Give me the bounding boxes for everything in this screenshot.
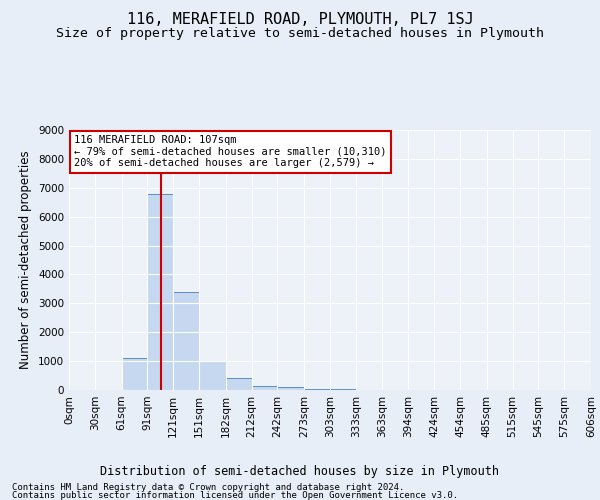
Y-axis label: Number of semi-detached properties: Number of semi-detached properties: [19, 150, 32, 370]
Text: 116 MERAFIELD ROAD: 107sqm
← 79% of semi-detached houses are smaller (10,310)
20: 116 MERAFIELD ROAD: 107sqm ← 79% of semi…: [74, 135, 387, 168]
Text: Contains public sector information licensed under the Open Government Licence v3: Contains public sector information licen…: [12, 492, 458, 500]
Bar: [122, 358, 148, 390]
Bar: [330, 389, 356, 390]
Text: Contains HM Land Registry data © Crown copyright and database right 2024.: Contains HM Land Registry data © Crown c…: [12, 483, 404, 492]
Bar: [251, 386, 277, 390]
Bar: [173, 292, 199, 390]
Text: Size of property relative to semi-detached houses in Plymouth: Size of property relative to semi-detach…: [56, 28, 544, 40]
Bar: [277, 387, 304, 390]
Text: 116, MERAFIELD ROAD, PLYMOUTH, PL7 1SJ: 116, MERAFIELD ROAD, PLYMOUTH, PL7 1SJ: [127, 12, 473, 28]
Text: Distribution of semi-detached houses by size in Plymouth: Distribution of semi-detached houses by …: [101, 464, 499, 477]
Bar: [199, 361, 226, 390]
Bar: [148, 194, 173, 390]
Bar: [304, 388, 330, 390]
Bar: [226, 378, 251, 390]
